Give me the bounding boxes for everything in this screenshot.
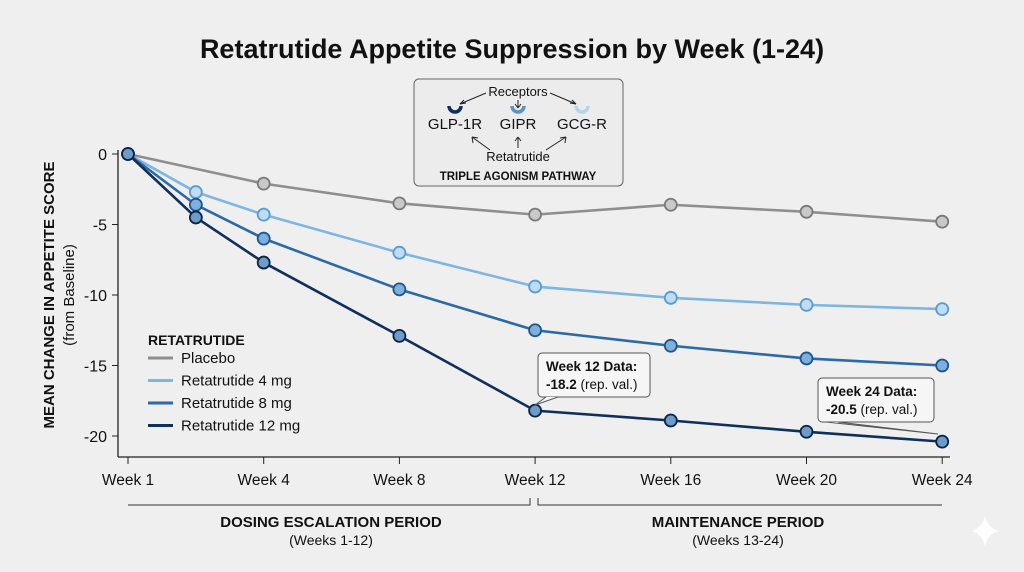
data-point	[935, 358, 950, 373]
data-point	[528, 323, 542, 338]
x-tick-label: Week 24	[912, 472, 973, 489]
data-point	[528, 279, 542, 294]
legend-title: RETATRUTIDE	[148, 332, 245, 348]
receptor-label: GIPR	[500, 116, 537, 133]
data-point	[528, 403, 542, 418]
data-point	[935, 302, 950, 317]
legend: RETATRUTIDE Placebo Retatrutide 4 mg Retat…	[148, 332, 300, 435]
dosing-period-label: DOSING ESCALATION PERIOD	[220, 514, 442, 531]
callout-value: -18.2	[546, 377, 577, 392]
callout-box	[817, 377, 935, 423]
data-point	[188, 197, 203, 212]
axes: 0 -5 -10 -15 -20 Week 1 Week 4 Week 8 Week 12 Wee…	[84, 147, 973, 489]
callout-value: -20.5	[826, 402, 857, 417]
data-point	[121, 147, 135, 161]
callout-value-line: -18.2 (rep. val.)	[546, 377, 638, 392]
data-point	[188, 210, 203, 225]
series-line-3	[127, 153, 943, 443]
y-tick-label: -20	[84, 429, 107, 446]
y-axis-label: MEAN CHANGE IN APPETITE SCORE (from Base…	[41, 162, 78, 429]
data-point	[392, 245, 407, 260]
x-tick-label: Week 20	[776, 472, 837, 489]
data-point	[663, 290, 678, 305]
data-point	[256, 255, 271, 270]
data-point	[392, 196, 407, 211]
receptor-icon	[574, 105, 590, 114]
receptor-icon	[510, 105, 526, 114]
annotation-callout: Week 24 Data: -20.5 (rep. val.)	[817, 377, 939, 435]
x-tick-label: Week 1	[102, 472, 154, 489]
receptor-icon	[447, 105, 463, 114]
data-point	[256, 176, 271, 191]
data-point	[799, 204, 814, 219]
callout-suffix: (rep. val.)	[577, 377, 638, 392]
legend-label: Placebo	[181, 350, 235, 367]
receptor-label: GCG-R	[557, 116, 607, 133]
y-tick-label: 0	[98, 147, 107, 164]
inset-receptors-label: Receptors	[488, 84, 548, 99]
y-axis-title: MEAN CHANGE IN APPETITE SCORE	[41, 162, 58, 429]
data-point	[663, 338, 678, 353]
data-point	[256, 231, 271, 246]
callout-title: Week 24 Data:	[826, 384, 917, 399]
y-tick-label: -10	[84, 288, 107, 305]
inset-arrows	[459, 92, 577, 151]
x-tick-label: Week 16	[640, 472, 701, 489]
data-point	[935, 434, 950, 449]
dosing-bracket	[128, 498, 531, 506]
legend-label: Retatrutide 12 mg	[181, 418, 300, 435]
dosing-period-sub: (Weeks 1-12)	[289, 532, 373, 548]
data-point	[392, 328, 407, 343]
callout-box	[537, 352, 651, 398]
y-axis-subtitle: (from Baseline)	[61, 244, 78, 346]
inset-diagram: Receptors GLP-1R GIPR GCG-R Retatrutide TR…	[413, 78, 624, 187]
x-tick-label: Week 12	[505, 472, 566, 489]
maintenance-bracket	[537, 498, 942, 506]
x-tick-label: Week 8	[373, 472, 425, 489]
data-point	[528, 207, 542, 222]
data-point	[799, 424, 814, 439]
legend-label: Retatrutide 4 mg	[181, 373, 292, 390]
data-point	[799, 297, 814, 312]
legend-label: Retatrutide 8 mg	[181, 395, 292, 412]
inset-drug-label: Retatrutide	[486, 149, 550, 164]
data-point	[935, 214, 950, 229]
data-point	[256, 207, 271, 222]
x-tick-label: Week 4	[238, 472, 291, 489]
callout-value-line: -20.5 (rep. val.)	[826, 402, 918, 417]
data-point	[663, 413, 678, 428]
inset-box	[413, 78, 624, 187]
y-tick-label: -5	[93, 218, 107, 235]
callout-suffix: (rep. val.)	[857, 402, 918, 417]
period-brackets	[128, 498, 942, 506]
series-lines	[121, 147, 950, 449]
data-point	[663, 197, 678, 212]
callout-title: Week 12 Data:	[546, 359, 637, 374]
receptor-label: GLP-1R	[428, 116, 482, 133]
annotations: Week 12 Data:-18.2 (rep. val.) Week 24 Da…	[534, 352, 939, 435]
inset-caption: TRIPLE AGONISM PATHWAY	[440, 171, 597, 183]
maintenance-period-sub: (Weeks 13-24)	[692, 532, 784, 548]
callout-pointer	[825, 421, 939, 435]
data-point	[188, 185, 203, 199]
series-line-2	[127, 152, 943, 367]
y-tick-label: -15	[84, 359, 107, 376]
chart-title: Retatrutide Appetite Suppression by Week…	[200, 34, 824, 64]
annotation-callout: Week 12 Data: -18.2 (rep. val.)	[534, 352, 651, 406]
data-point	[799, 351, 814, 366]
callout-pointer	[534, 396, 559, 406]
data-point	[392, 282, 407, 297]
sparkle-icon	[971, 515, 999, 547]
maintenance-period-label: MAINTENANCE PERIOD	[652, 514, 825, 531]
series-line-1	[127, 152, 943, 311]
